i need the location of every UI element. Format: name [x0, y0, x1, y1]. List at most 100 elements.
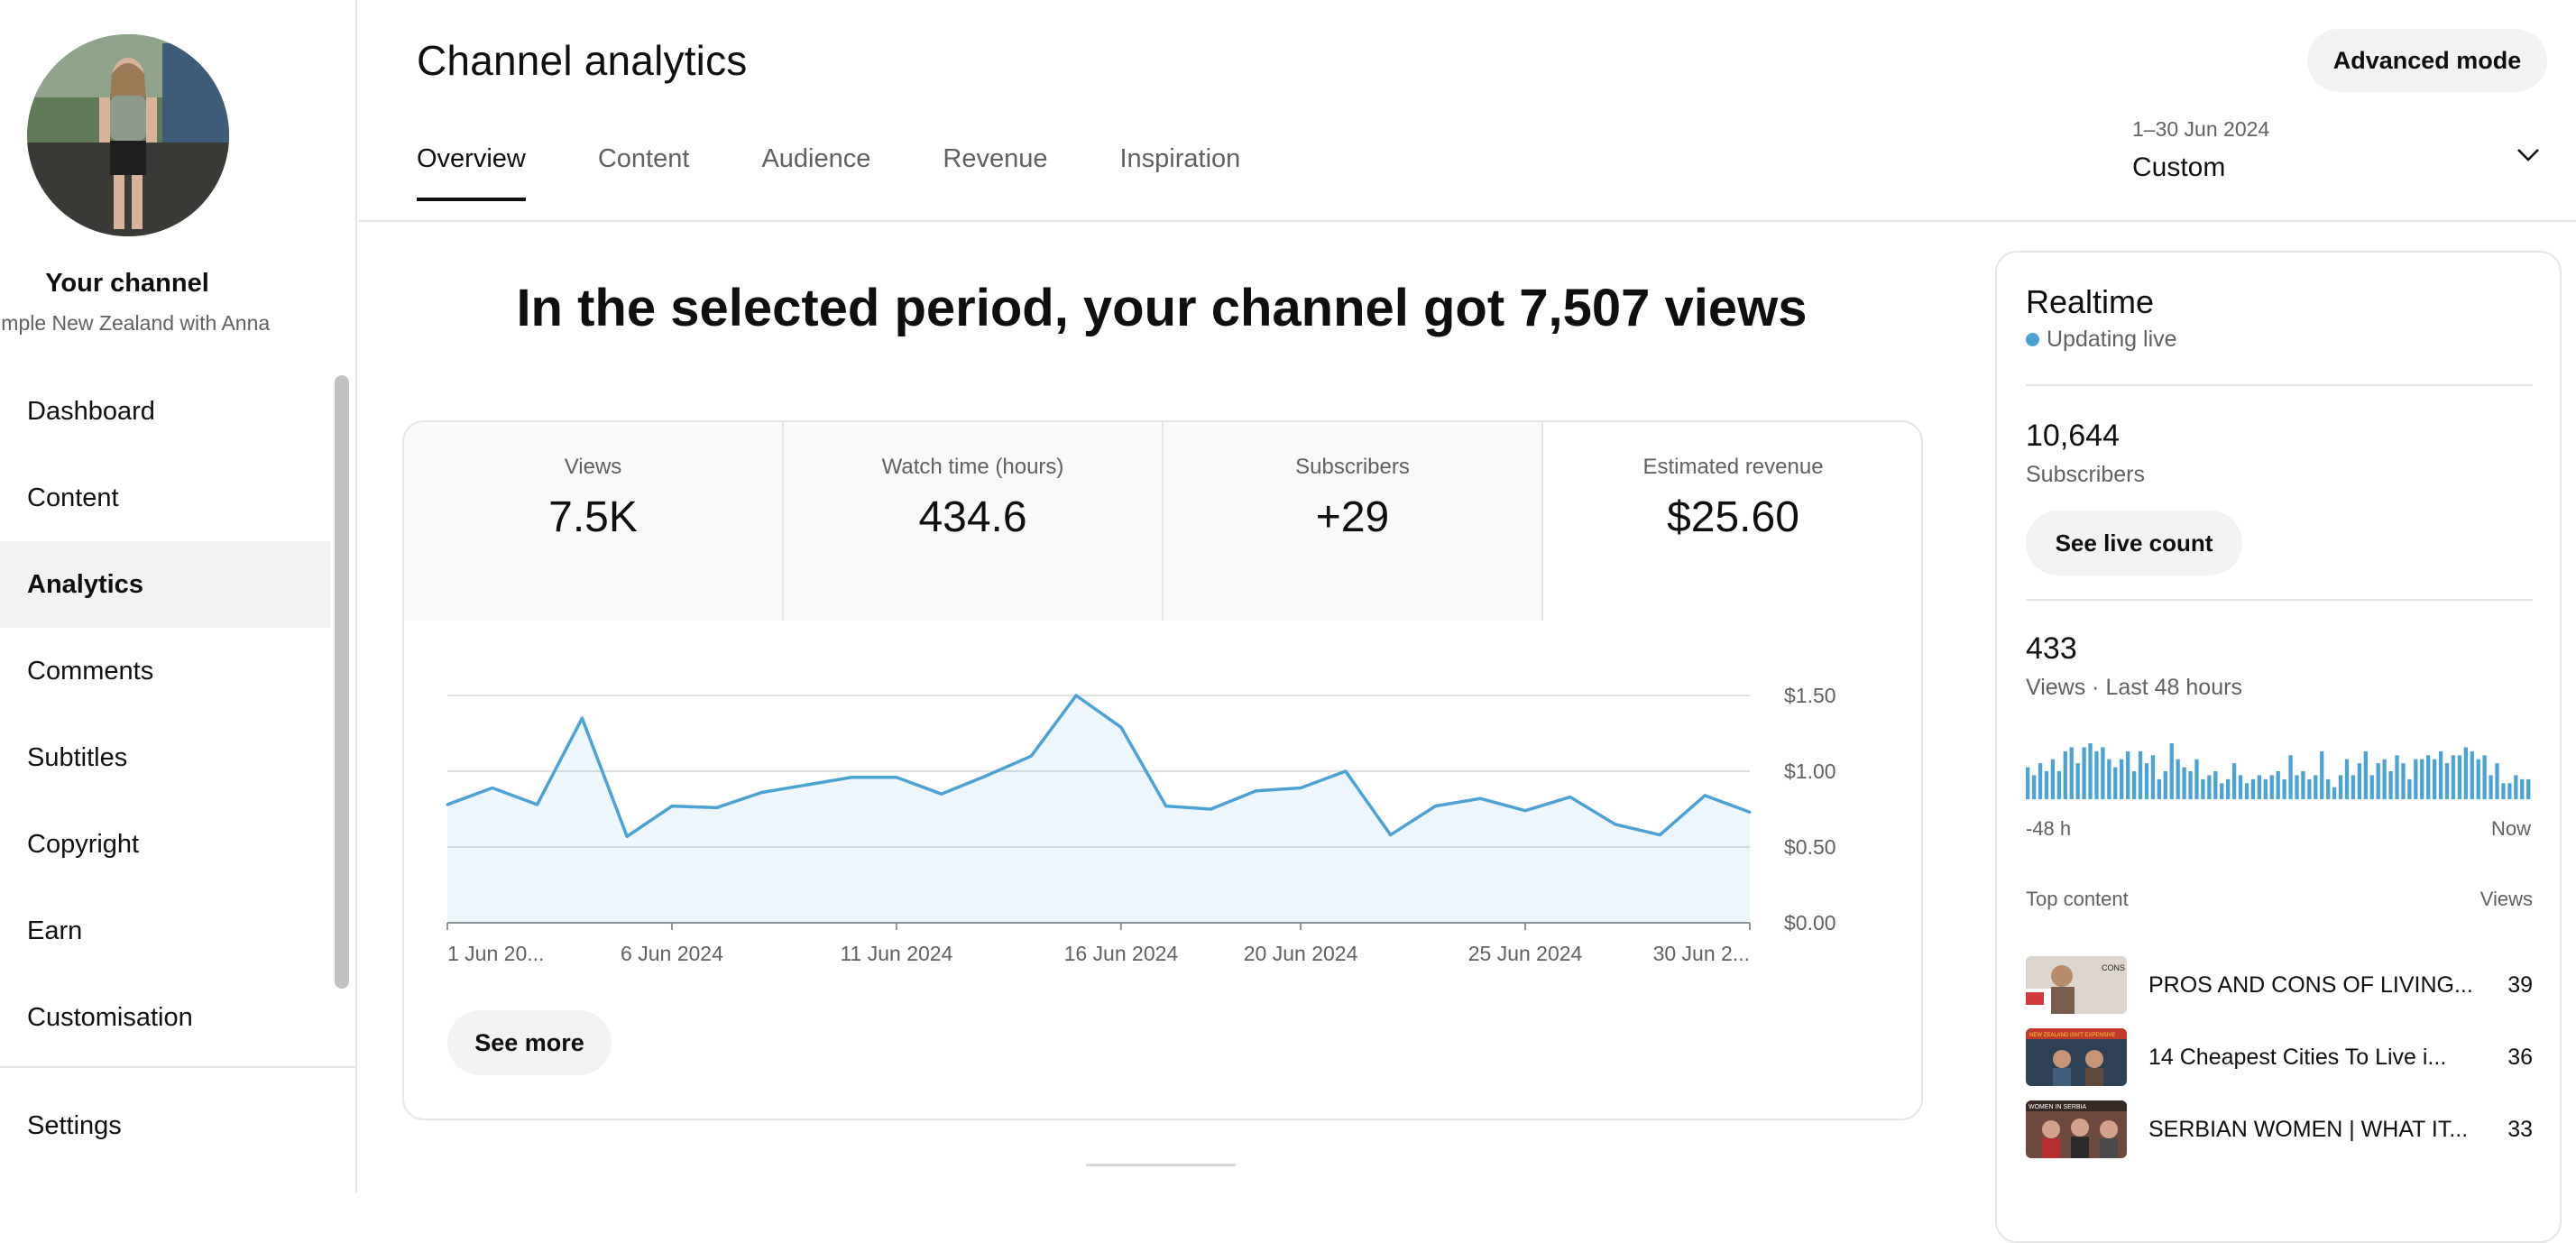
- y-tick-label: $0.50: [1784, 835, 1836, 859]
- tab-overview[interactable]: Overview: [417, 144, 526, 201]
- spark-bar: [2176, 759, 2180, 799]
- x-tick-label: 30 Jun 2...: [1653, 942, 1750, 965]
- spark-bar: [2144, 763, 2149, 799]
- data-point: [1074, 694, 1078, 697]
- spark-bar: [2169, 743, 2174, 799]
- sidebar-item-settings[interactable]: Settings: [27, 1110, 122, 1140]
- spark-bar: [2520, 778, 2525, 799]
- sidebar-item-analytics[interactable]: Analytics: [0, 541, 330, 628]
- sidebar-scrollbar[interactable]: [335, 375, 349, 989]
- channel-title: Your channel: [45, 269, 209, 298]
- date-range-value: Custom: [2132, 152, 2226, 182]
- sidebar-item-comments[interactable]: Comments: [27, 656, 154, 686]
- top-content-item[interactable]: CONS PROS AND CONS OF LIVING... 39: [2026, 949, 2533, 1021]
- realtime-views-chart[interactable]: [2026, 740, 2533, 799]
- x-tick-label: 1 Jun 20...: [447, 942, 544, 965]
- video-thumbnail: WOMEN IN SERBIA: [2026, 1100, 2127, 1158]
- channel-avatar[interactable]: [27, 34, 229, 236]
- spark-end-label: Now: [2490, 817, 2531, 840]
- top-content-views: 36: [2507, 1044, 2533, 1070]
- data-point: [760, 791, 764, 795]
- top-content-item[interactable]: WOMEN IN SERBIA SERBIAN WOMEN | WHAT IT.…: [2026, 1093, 2533, 1165]
- realtime-status: Updating live: [2026, 327, 2177, 353]
- see-more-button[interactable]: See more: [447, 1010, 612, 1075]
- spark-bar: [2369, 775, 2374, 799]
- data-point: [850, 776, 853, 779]
- spark-bar: [2438, 750, 2443, 799]
- data-point: [446, 803, 449, 806]
- realtime-card: Realtime Updating live 10,644 Subscriber…: [1995, 251, 2562, 1243]
- top-views-label: Views: [2479, 888, 2533, 910]
- metric-views[interactable]: Views 7.5K: [404, 422, 784, 621]
- data-point: [1254, 789, 1257, 793]
- spark-bar: [2407, 778, 2412, 799]
- sidebar-divider: [0, 1066, 355, 1068]
- metric-estimated-revenue[interactable]: Estimated revenue $25.60: [1543, 422, 1921, 621]
- sidebar-item-subtitles[interactable]: Subtitles: [27, 742, 128, 772]
- date-range-picker[interactable]: 1–30 Jun 2024 Custom: [2132, 117, 2547, 189]
- sidebar-nav: Dashboard Content Analytics Comments Sub…: [0, 368, 330, 1061]
- top-content-list: CONS PROS AND CONS OF LIVING... 39 NEW Z…: [2026, 949, 2533, 1165]
- spark-bar: [2182, 767, 2186, 799]
- spark-bar: [2082, 747, 2086, 799]
- data-point: [1119, 725, 1123, 729]
- spark-bar: [2263, 778, 2268, 799]
- analytics-tabs: Overview Content Audience Revenue Inspir…: [417, 144, 1312, 201]
- revenue-chart[interactable]: $0.00 $0.50 $1.00 $1.50 1 Jun 20... 6 Jun 202…: [404, 621, 1923, 999]
- see-live-count-button[interactable]: See live count: [2026, 511, 2242, 575]
- x-tick-label: 6 Jun 2024: [621, 942, 723, 965]
- spark-bar: [2432, 759, 2437, 799]
- video-thumbnail: CONS: [2026, 956, 2127, 1014]
- spark-bar: [2507, 783, 2512, 799]
- realtime-views: 433: [2026, 631, 2077, 666]
- spark-bar: [2075, 763, 2080, 799]
- top-content-item[interactable]: NEW ZEALAND ISN'T EXPENSIVE 14 Cheapest …: [2026, 1021, 2533, 1093]
- sidebar-item-copyright[interactable]: Copyright: [27, 829, 140, 859]
- x-tick-label: 11 Jun 2024: [840, 942, 952, 965]
- spark-bar: [2026, 767, 2030, 799]
- data-point: [491, 786, 494, 789]
- metric-label: Estimated revenue: [1642, 455, 1824, 479]
- data-point: [1164, 805, 1168, 808]
- metric-subscribers[interactable]: Subscribers +29: [1164, 422, 1543, 621]
- y-tick-label: $0.00: [1784, 911, 1836, 935]
- spark-bar: [2426, 755, 2431, 799]
- tab-inspiration[interactable]: Inspiration: [1119, 144, 1241, 173]
- spark-bar: [2363, 750, 2368, 799]
- spark-bar: [2376, 763, 2380, 799]
- advanced-mode-button[interactable]: Advanced mode: [2307, 29, 2547, 92]
- chart-series-line: [446, 694, 1751, 838]
- spark-bar: [2307, 778, 2312, 799]
- tab-revenue[interactable]: Revenue: [943, 144, 1048, 173]
- x-tick-label: 16 Jun 2024: [1064, 942, 1179, 965]
- data-point: [1299, 786, 1302, 789]
- data-point: [1658, 833, 1661, 837]
- sidebar-item-customisation[interactable]: Customisation: [27, 1002, 193, 1032]
- data-point: [985, 774, 989, 778]
- metric-value: +29: [1315, 493, 1390, 541]
- metric-value: $25.60: [1667, 493, 1799, 541]
- data-point: [536, 803, 539, 806]
- spark-bar: [2457, 755, 2462, 799]
- spark-bar: [2332, 787, 2337, 799]
- data-point: [715, 806, 719, 809]
- spark-bar: [2288, 755, 2293, 799]
- sidebar-item-content[interactable]: Content: [27, 483, 119, 512]
- spark-bar: [2295, 775, 2299, 799]
- realtime-subscribers: 10,644: [2026, 419, 2120, 453]
- sidebar-item-earn[interactable]: Earn: [27, 916, 83, 945]
- spark-bar: [2069, 747, 2074, 799]
- spark-bar: [2326, 778, 2331, 799]
- spark-bar: [2131, 771, 2137, 799]
- sidebar-item-dashboard[interactable]: Dashboard: [27, 396, 155, 426]
- spark-bar: [2338, 775, 2343, 799]
- date-range-label: 1–30 Jun 2024: [2132, 117, 2270, 141]
- tab-audience[interactable]: Audience: [761, 144, 871, 173]
- data-point: [1614, 823, 1617, 826]
- spark-bar: [2282, 778, 2286, 799]
- top-content-title: SERBIAN WOMEN | WHAT IT...: [2148, 1116, 2469, 1142]
- spark-bar: [2094, 750, 2099, 799]
- metric-watch-time[interactable]: Watch time (hours) 434.6: [784, 422, 1164, 621]
- tab-content[interactable]: Content: [597, 144, 690, 173]
- spark-bar: [2320, 750, 2324, 799]
